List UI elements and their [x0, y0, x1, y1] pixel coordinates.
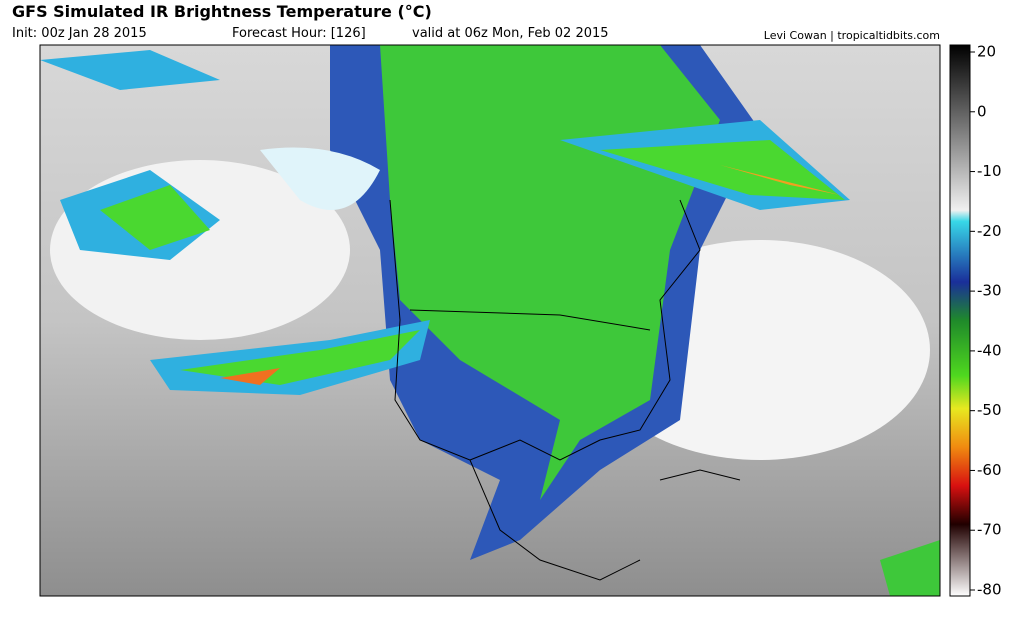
colorbar-tick-label: -70: [977, 521, 1002, 539]
colorbar-tick-label: -20: [977, 222, 1002, 240]
colorbar-tick-label: -40: [977, 341, 1002, 359]
valid-time: valid at 06z Mon, Feb 02 2015: [412, 26, 609, 41]
colorbar-tick-label: -60: [977, 461, 1002, 479]
colorbar: [949, 44, 971, 597]
colorbar-tick-label: -30: [977, 282, 1002, 300]
map-frame: [39, 44, 941, 597]
title: GFS Simulated IR Brightness Temperature …: [12, 2, 432, 21]
init-time: Init: 00z Jan 28 2015: [12, 26, 147, 41]
colorbar-tick-label: 0: [977, 102, 987, 120]
coastlines: [389, 199, 741, 581]
colorbar-tick-label: 20: [977, 43, 996, 61]
colorbar-tick-label: -80: [977, 581, 1002, 599]
colorbar-tick-label: -50: [977, 401, 1002, 419]
colorbar-tick-label: -10: [977, 162, 1002, 180]
forecast-hour: Forecast Hour: [126]: [232, 26, 366, 41]
credit: Levi Cowan | tropicaltidbits.com: [763, 29, 940, 42]
satellite-map: [40, 45, 940, 596]
